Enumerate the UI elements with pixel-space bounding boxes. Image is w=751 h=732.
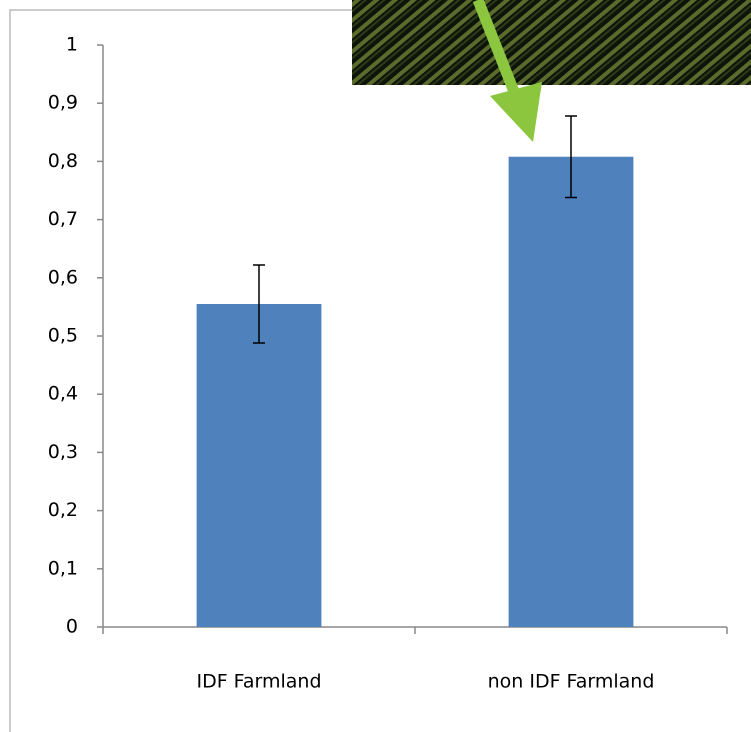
y-tick-label: 0,7 xyxy=(48,208,78,230)
y-tick-label: 0,6 xyxy=(48,266,78,288)
y-tick-label: 0,2 xyxy=(48,499,78,521)
y-tick-label: 0,8 xyxy=(48,150,78,172)
arrow xyxy=(472,0,542,142)
error-bar xyxy=(253,264,265,344)
error-bar xyxy=(565,115,577,199)
bar xyxy=(196,303,322,627)
y-tick-label: 0,9 xyxy=(48,92,78,114)
y-tick-label: 0 xyxy=(66,616,78,638)
field-photo xyxy=(352,0,751,85)
y-tick-label: 0,3 xyxy=(48,441,78,463)
bar xyxy=(508,156,634,627)
chart-frame xyxy=(9,9,360,732)
arrow-head xyxy=(490,82,542,142)
x-tick-label: non IDF Farmland xyxy=(488,671,655,693)
y-tick-label: 0,4 xyxy=(48,383,78,405)
y-tick-label: 0,5 xyxy=(48,325,78,347)
x-tick-label: IDF Farmland xyxy=(196,671,321,693)
plot-area: 0 0,1 0,2 0,3 0,4 0,5 0,6 0,7 0,8 0,9 1 IDF Farmlan… xyxy=(48,34,728,693)
y-tick-label: 1 xyxy=(66,34,78,56)
y-tick-label: 0,1 xyxy=(48,557,78,579)
